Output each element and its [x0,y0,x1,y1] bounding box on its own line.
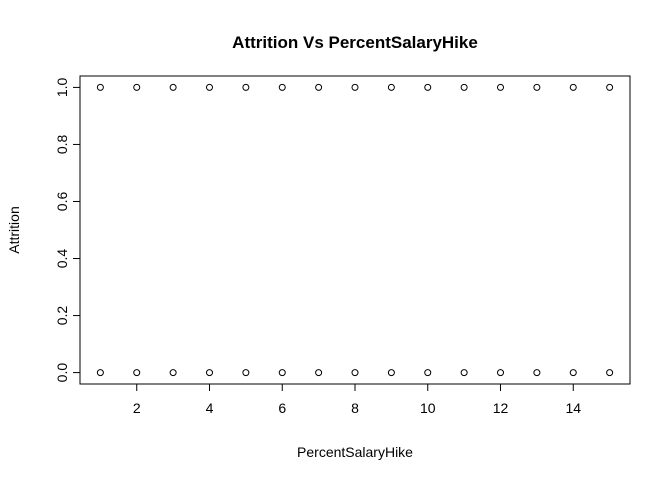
y-tick-label: 0.2 [54,306,70,326]
data-point [315,369,323,377]
plot-frame [79,75,631,385]
y-tick-label: 0.0 [54,363,70,383]
data-point [569,83,577,91]
data-point [169,369,177,377]
data-point [387,369,395,377]
data-point [242,369,250,377]
data-point [497,369,505,377]
x-tick-label: 8 [351,400,359,416]
y-tick-label: 0.8 [54,135,70,155]
data-point [424,369,432,377]
data-point [278,369,286,377]
data-point [133,83,141,91]
x-tick-label: 2 [133,400,141,416]
data-point [351,83,359,91]
data-point [606,369,614,377]
data-point [387,83,395,91]
data-points [96,83,614,377]
data-point [497,83,505,91]
data-point [460,369,468,377]
x-tick-label: 6 [278,400,286,416]
data-point [96,369,104,377]
x-axis: 2 4 6 8 10 12 14 [133,383,581,416]
x-axis-label: PercentSalaryHike [297,444,413,460]
data-point [569,369,577,377]
y-tick-label: 1.0 [54,77,70,97]
data-point [351,369,359,377]
data-point [96,83,104,91]
chart-title: Attrition Vs PercentSalaryHike [232,33,478,52]
y-tick-label: 0.6 [54,192,70,212]
data-point [606,83,614,91]
data-point [315,83,323,91]
x-tick-label: 4 [206,400,214,416]
data-point [169,83,177,91]
data-point [205,369,213,377]
data-point [205,83,213,91]
data-point [533,369,541,377]
data-point [424,83,432,91]
data-point [460,83,468,91]
x-tick-label: 14 [565,400,581,416]
x-tick-label: 12 [493,400,509,416]
y-axis-label: Attrition [6,206,22,253]
x-tick-label: 10 [420,400,436,416]
data-point [242,83,250,91]
data-point [133,369,141,377]
data-point [533,83,541,91]
data-point [278,83,286,91]
y-axis: 0.0 0.2 0.4 0.6 0.8 1.0 [54,77,81,383]
y-tick-label: 0.4 [54,249,70,269]
